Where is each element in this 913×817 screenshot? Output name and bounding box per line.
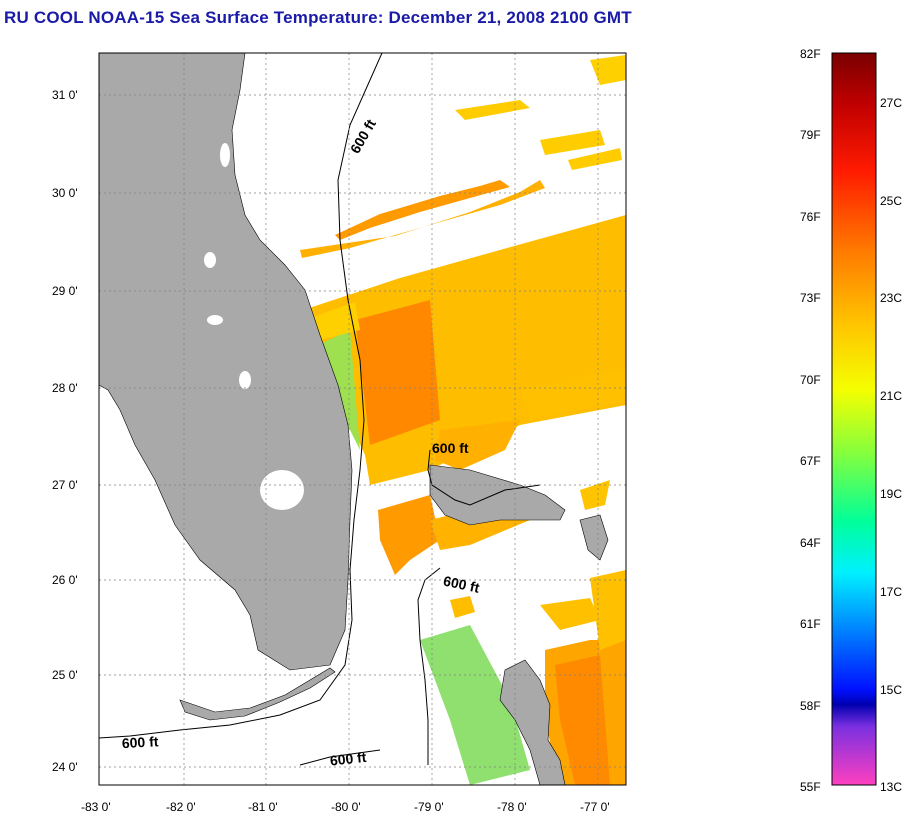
cb-f-label: 64F bbox=[800, 536, 821, 550]
grand-bahama-island bbox=[429, 464, 566, 526]
lat-label: 27 0' bbox=[52, 478, 78, 492]
lat-label: 29 0' bbox=[52, 284, 78, 298]
map-frame-border bbox=[98, 52, 627, 786]
cb-f-label: 61F bbox=[800, 617, 821, 631]
cb-f-label: 82F bbox=[800, 47, 821, 61]
cb-f-label: 58F bbox=[800, 699, 821, 713]
contour-label-bahama-south: 600 ft bbox=[442, 573, 481, 596]
cb-f-label: 55F bbox=[800, 780, 821, 794]
cb-c-label: 27C bbox=[880, 96, 902, 110]
contour-label-bahama-north: 600 ft bbox=[432, 440, 469, 456]
andros-island bbox=[499, 659, 566, 785]
lon-label: -80 0' bbox=[331, 800, 361, 814]
abaco-island bbox=[579, 514, 609, 561]
inland-lake-2 bbox=[207, 315, 223, 325]
colorbar-gradient bbox=[831, 52, 877, 786]
cb-f-label: 70F bbox=[800, 373, 821, 387]
longitude-labels: -83 0' -82 0' -81 0' -80 0' -79 0' -78 0… bbox=[81, 800, 610, 814]
cb-c-label: 19C bbox=[880, 487, 902, 501]
cb-c-label: 23C bbox=[880, 291, 902, 305]
colorbar-fahrenheit-labels: 82F 79F 76F 73F 70F 67F 64F 61F 58F 55F bbox=[800, 47, 821, 794]
lon-label: -77 0' bbox=[580, 800, 610, 814]
latitude-labels: 31 0' 30 0' 29 0' 28 0' 27 0' 26 0' 25 0… bbox=[52, 88, 78, 774]
lon-label: -81 0' bbox=[248, 800, 278, 814]
inland-lake-1 bbox=[204, 252, 216, 268]
cb-c-label: 15C bbox=[880, 683, 902, 697]
graticule bbox=[99, 53, 626, 785]
cb-f-label: 79F bbox=[800, 128, 821, 142]
florida-landmass bbox=[99, 53, 353, 671]
map-title: RU COOL NOAA-15 Sea Surface Temperature:… bbox=[4, 8, 632, 27]
contour-east-florida bbox=[99, 53, 383, 739]
lat-label: 31 0' bbox=[52, 88, 78, 102]
contour-south bbox=[299, 749, 381, 766]
cb-c-label: 25C bbox=[880, 194, 902, 208]
lon-label: -79 0' bbox=[414, 800, 444, 814]
lat-label: 26 0' bbox=[52, 573, 78, 587]
inland-lake-3 bbox=[239, 371, 251, 389]
lat-label: 24 0' bbox=[52, 760, 78, 774]
lat-label: 30 0' bbox=[52, 186, 78, 200]
cb-f-label: 67F bbox=[800, 454, 821, 468]
colorbar-celsius-labels: 27C 25C 23C 21C 19C 17C 15C 13C bbox=[880, 96, 902, 794]
inland-lake-4 bbox=[220, 143, 230, 167]
lon-label: -82 0' bbox=[166, 800, 196, 814]
cb-c-label: 13C bbox=[880, 780, 902, 794]
land-layer bbox=[99, 53, 609, 785]
lon-label: -78 0' bbox=[497, 800, 527, 814]
cb-c-label: 21C bbox=[880, 389, 902, 403]
lat-label: 25 0' bbox=[52, 668, 78, 682]
cb-c-label: 17C bbox=[880, 585, 902, 599]
contour-little-bahama-bank bbox=[427, 449, 541, 506]
lake-okeechobee bbox=[260, 470, 304, 510]
cb-f-label: 73F bbox=[800, 291, 821, 305]
colorbar: 82F 79F 76F 73F 70F 67F 64F 61F 58F 55F … bbox=[800, 47, 902, 794]
contour-label-southwest: 600 ft bbox=[121, 733, 159, 751]
contour-label-south: 600 ft bbox=[329, 749, 367, 769]
lat-label: 28 0' bbox=[52, 381, 78, 395]
lon-label: -83 0' bbox=[81, 800, 111, 814]
florida-keys bbox=[179, 667, 336, 721]
cb-f-label: 76F bbox=[800, 210, 821, 224]
